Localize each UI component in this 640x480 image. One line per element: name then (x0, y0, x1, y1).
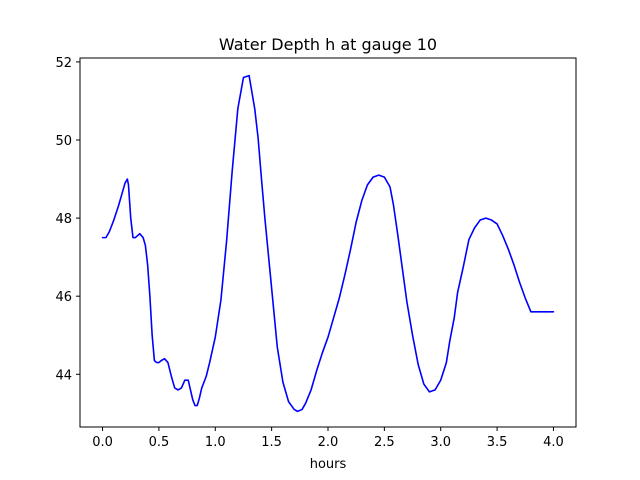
plot-area: 0.0 0.5 1.0 1.5 2.0 2.5 3.0 3.5 4.0 44 46 48 50 52 (55, 56, 577, 450)
x-tick-label: 1.0 (205, 435, 226, 450)
y-tick-label: 44 (55, 368, 72, 383)
chart-title: Water Depth h at gauge 10 (219, 35, 437, 54)
x-tick-label: 2.5 (374, 435, 395, 450)
x-tick-label: 3.0 (430, 435, 451, 450)
x-axis-label: hours (310, 457, 347, 472)
series-line-0 (101, 74, 555, 413)
y-tick-label: 52 (55, 56, 72, 71)
x-tick-label: 1.5 (261, 435, 282, 450)
y-tick-label: 48 (55, 212, 72, 227)
x-tick-label: 0.5 (149, 435, 170, 450)
x-tick-label: 4.0 (543, 435, 564, 450)
x-tick-label: 2.0 (318, 435, 339, 450)
x-tick-label: 3.5 (487, 435, 508, 450)
y-tick-label: 50 (55, 134, 72, 149)
x-tick-label: 0.0 (92, 435, 113, 450)
y-tick-label: 46 (55, 290, 72, 305)
